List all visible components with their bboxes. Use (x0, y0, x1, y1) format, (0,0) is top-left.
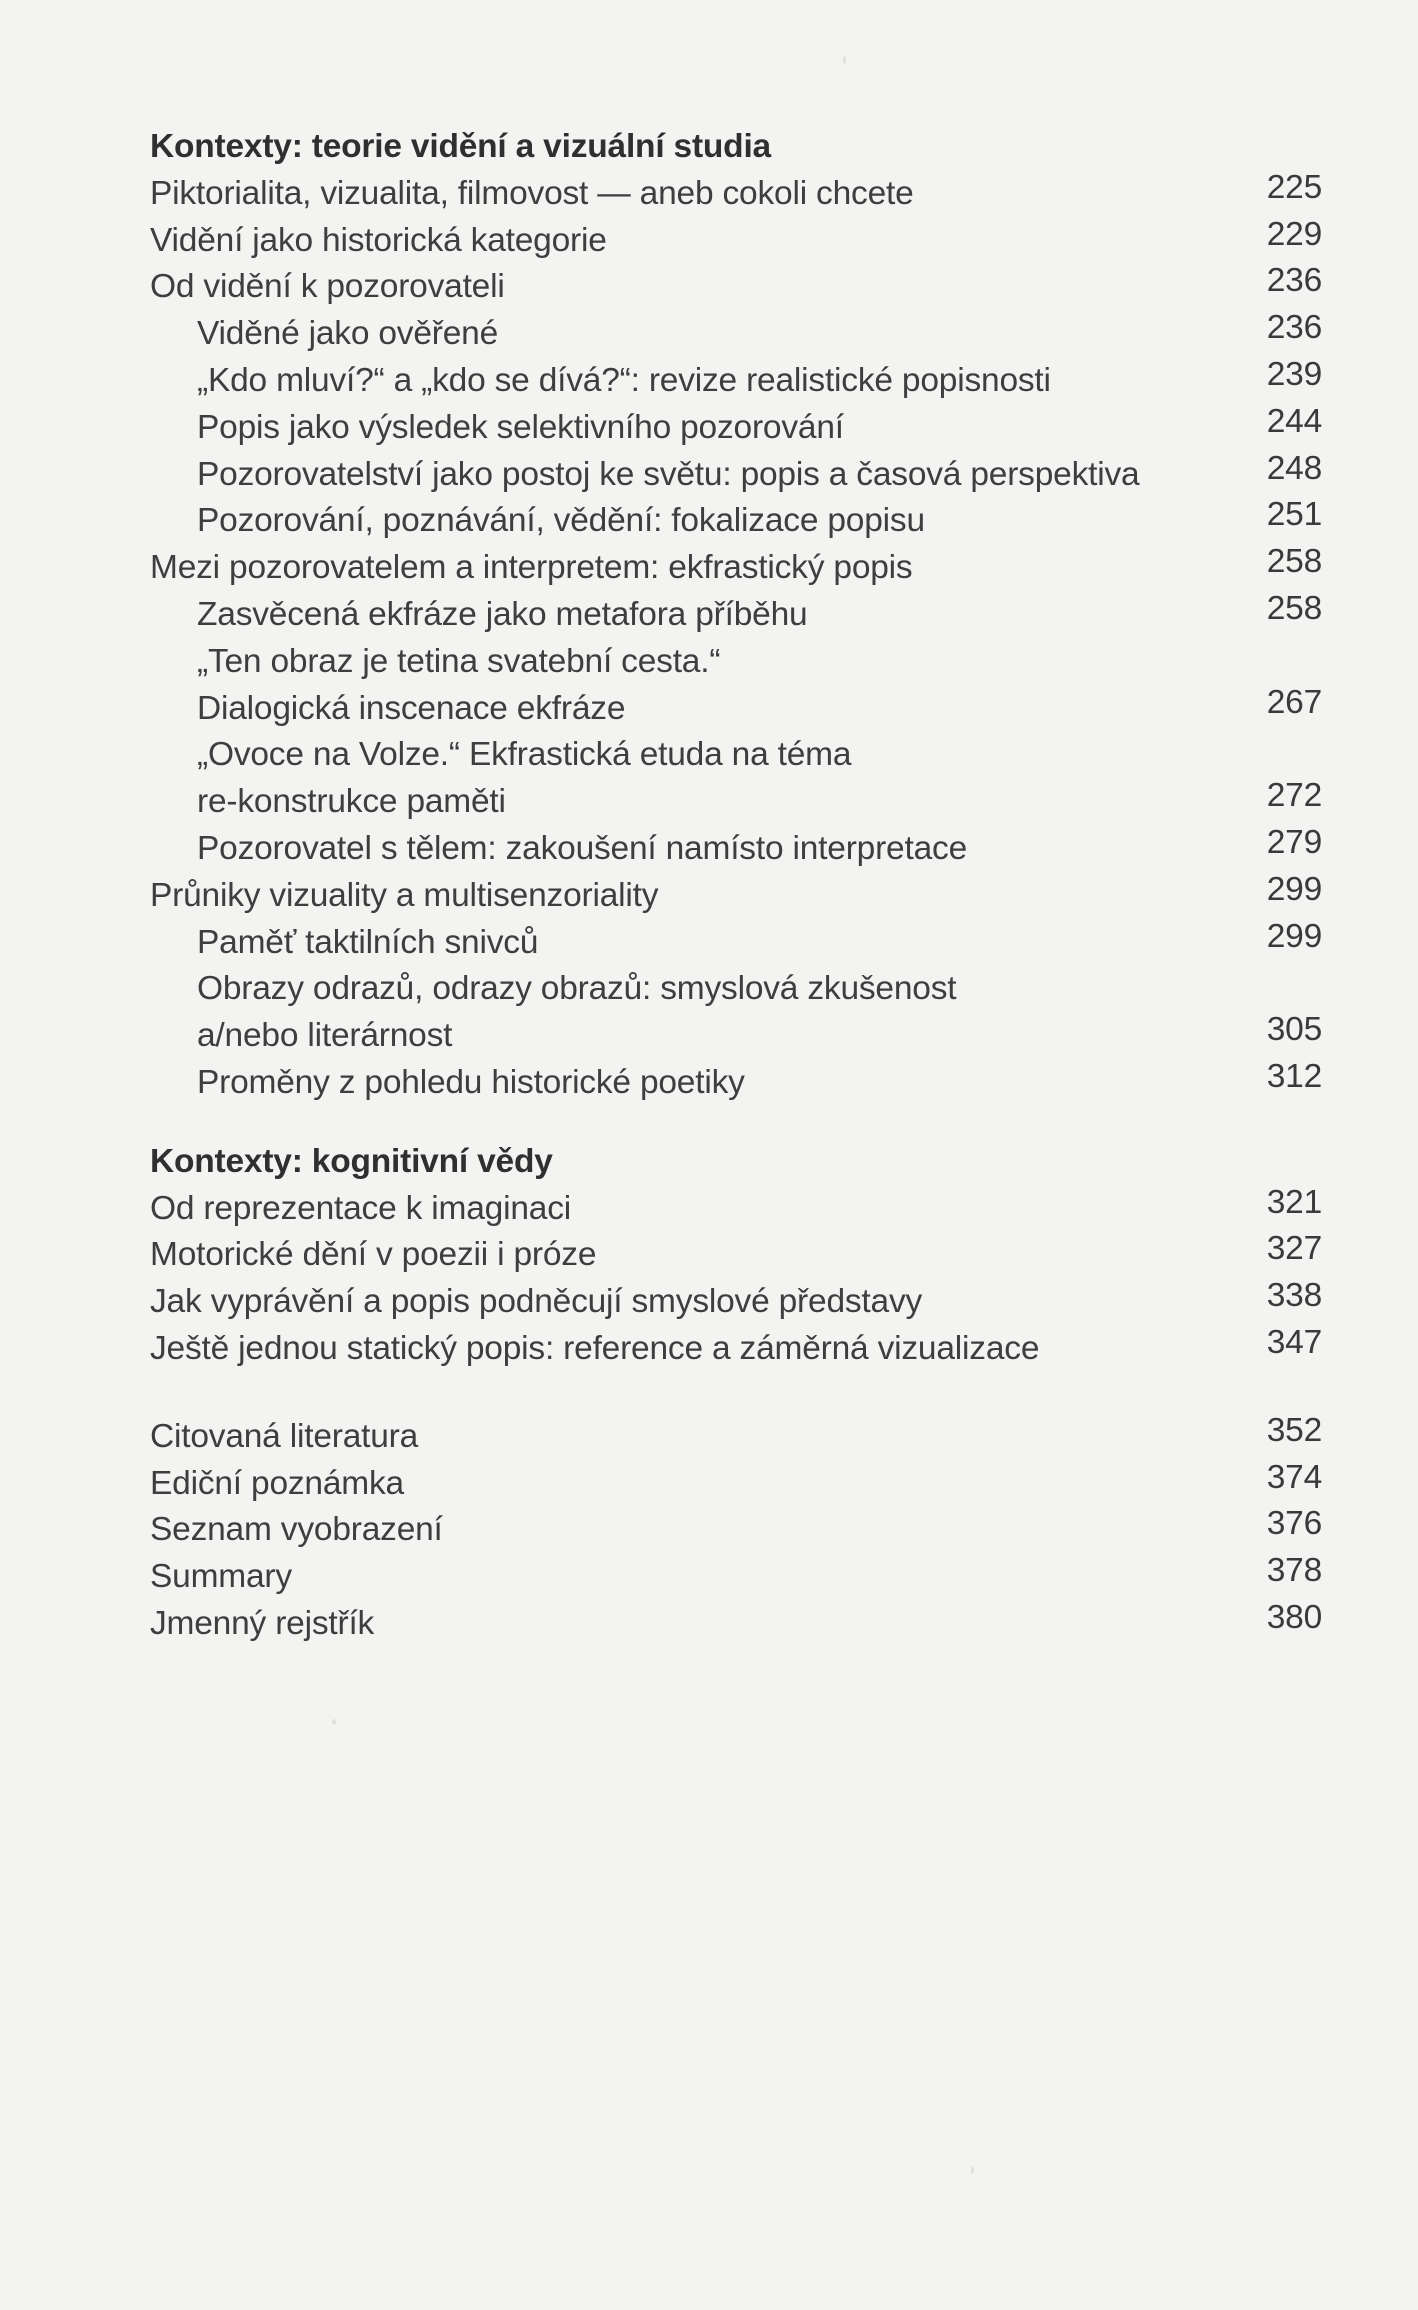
toc-entry: Pozorovatel s tělem: zakoušení namísto i… (150, 824, 1322, 873)
toc-entry: Průniky vizuality a multisenzoriality 29… (150, 871, 1322, 920)
toc-entry-page-number: 258 (1266, 543, 1322, 581)
toc-entry: Pozorovatelství jako postoj ke světu: po… (150, 450, 1322, 499)
toc-entry: „Kdo mluví?“ a „kdo se dívá?“: revize re… (150, 356, 1322, 405)
toc-entry-page-number: 239 (1266, 355, 1322, 393)
toc-entry-page-number: 229 (1266, 215, 1322, 253)
toc-entry-page-number: 347 (1266, 1323, 1322, 1361)
toc-entry: Jmenný rejstřík 380 (150, 1599, 1322, 1648)
toc-entry: Pozorování, poznávání, vědění: fokalizac… (150, 496, 1322, 545)
toc-entry-page-number: 236 (1266, 309, 1322, 347)
toc-entry: Popis jako výsledek selektivního pozorov… (150, 403, 1322, 452)
toc-entry-page-number: 279 (1266, 823, 1322, 861)
toc-entry-page-number: 267 (1266, 683, 1322, 721)
toc-entry-page-number: 272 (1266, 777, 1322, 815)
toc-entry-label: re-konstrukce paměti (197, 783, 506, 821)
toc-entry: Ediční poznámka 374 (150, 1459, 1322, 1508)
toc-entry-label: Paměť taktilních snivců (197, 923, 539, 961)
toc-entry: Piktorialita, vizualita, filmovost — ane… (150, 169, 1322, 218)
toc-section-vision-studies: Kontexty: teorie vidění a vizuální studi… (150, 124, 1322, 1107)
toc-entry: Paměť taktilních snivců 299 (150, 918, 1322, 967)
toc-entry-label: Od reprezentace k imaginaci (150, 1189, 572, 1227)
toc-entry-page-number: 380 (1266, 1598, 1322, 1636)
toc-entry-label: Průniky vizuality a multisenzoriality (150, 876, 659, 914)
toc-entry: Viděné jako ověřené 236 (150, 309, 1322, 358)
toc-entry-page-number: 327 (1266, 1230, 1322, 1268)
table-of-contents: Kontexty: teorie vidění a vizuální studi… (150, 124, 1322, 1648)
toc-entry-label: „Ten obraz je tetina svatební cesta.“ (197, 642, 721, 680)
toc-entry-label: Od vidění k pozorovateli (150, 268, 505, 306)
toc-entry: a/nebo literárnost 305 (150, 1011, 1322, 1060)
toc-entry-label: Mezi pozorovatelem a interpretem: ekfras… (150, 549, 913, 587)
toc-entry: Dialogická inscenace ekfráze 267 (150, 684, 1322, 733)
toc-entry: Proměny z pohledu historické poetiky 312 (150, 1058, 1322, 1107)
toc-entry: „Ovoce na Volze.“ Ekfrastická etuda na t… (150, 732, 1322, 779)
toc-entry: Motorické dění v poezii i próze 327 (150, 1230, 1322, 1279)
toc-entry-page-number: 374 (1266, 1458, 1322, 1496)
scan-speck (971, 2166, 974, 2174)
toc-entry-label: a/nebo literárnost (197, 1017, 453, 1055)
toc-entry: re-konstrukce paměti 272 (150, 777, 1322, 826)
toc-entry-label: Pozorovatelství jako postoj ke světu: po… (197, 455, 1140, 493)
toc-entry-label: Pozorovatel s tělem: zakoušení namísto i… (197, 829, 968, 867)
section-heading: Kontexty: kognitivní vědy (150, 1142, 553, 1180)
toc-entry-label: Vidění jako historická kategorie (150, 221, 607, 259)
toc-entry-page-number: 312 (1266, 1057, 1322, 1095)
toc-entry-label: Ediční poznámka (150, 1464, 404, 1502)
toc-entry-page-number: 338 (1266, 1277, 1322, 1315)
toc-entry-label: Proměny z pohledu historické poetiky (197, 1063, 745, 1101)
toc-entry-label: Ještě jednou statický popis: reference a… (150, 1329, 1040, 1367)
toc-entry-page-number: 258 (1266, 589, 1322, 627)
toc-entry-page-number: 378 (1266, 1552, 1322, 1590)
toc-entry-label: Zasvěcená ekfráze jako metafora příběhu (197, 595, 808, 633)
toc-entry-page-number: 225 (1266, 168, 1322, 206)
toc-entry: Jak vyprávění a popis podněcují smyslové… (150, 1277, 1322, 1326)
toc-entry-label: „Ovoce na Volze.“ Ekfrastická etuda na t… (197, 736, 852, 774)
toc-entry: „Ten obraz je tetina svatební cesta.“ (150, 639, 1322, 686)
toc-entry: Od reprezentace k imaginaci 321 (150, 1184, 1322, 1233)
toc-entry-page-number: 376 (1266, 1505, 1322, 1543)
toc-section-back-matter: Citovaná literatura 352 Ediční poznámka … (150, 1412, 1322, 1648)
toc-entry-page-number: 321 (1266, 1183, 1322, 1221)
scan-speck (332, 1719, 336, 1725)
toc-entry: Summary 378 (150, 1552, 1322, 1601)
toc-entry-page-number: 352 (1266, 1411, 1322, 1449)
toc-entry-page-number: 305 (1266, 1011, 1322, 1049)
toc-entry-label: Summary (150, 1558, 292, 1596)
toc-entry-label: Viděné jako ověřené (197, 315, 499, 353)
toc-entry-label: Jak vyprávění a popis podněcují smyslové… (150, 1283, 923, 1321)
toc-entry: Od vidění k pozorovateli 236 (150, 262, 1322, 311)
toc-entry-label: „Kdo mluví?“ a „kdo se dívá?“: revize re… (197, 361, 1051, 399)
toc-entry: Citovaná literatura 352 (150, 1412, 1322, 1461)
toc-entry-label: Citovaná literatura (150, 1417, 419, 1455)
toc-entry-label: Pozorování, poznávání, vědění: fokalizac… (197, 502, 925, 540)
toc-entry-page-number: 299 (1266, 870, 1322, 908)
toc-entry-label: Motorické dění v poezii i próze (150, 1236, 597, 1274)
toc-entry: Zasvěcená ekfráze jako metafora příběhu … (150, 590, 1322, 639)
toc-entry-label: Dialogická inscenace ekfráze (197, 689, 626, 727)
toc-entry-page-number: 244 (1266, 402, 1322, 440)
toc-entry-label: Piktorialita, vizualita, filmovost — ane… (150, 174, 914, 212)
toc-entry-label: Obrazy odrazů, odrazy obrazů: smyslová z… (197, 970, 957, 1008)
toc-entry: Obrazy odrazů, odrazy obrazů: smyslová z… (150, 966, 1322, 1013)
toc-entry: Vidění jako historická kategorie 229 (150, 216, 1322, 265)
toc-entry-label: Popis jako výsledek selektivního pozorov… (197, 408, 844, 446)
toc-entry-page-number: 236 (1266, 262, 1322, 300)
toc-section-cognitive-sciences: Kontexty: kognitivní vědy Od reprezentac… (150, 1139, 1322, 1373)
toc-entry-label: Jmenný rejstřík (150, 1604, 375, 1642)
toc-entry-page-number: 248 (1266, 449, 1322, 487)
toc-entry-page-number: 251 (1266, 496, 1322, 534)
toc-entry-page-number: 299 (1266, 917, 1322, 955)
toc-entry-label: Seznam vyobrazení (150, 1511, 443, 1549)
toc-entry: Ještě jednou statický popis: reference a… (150, 1324, 1322, 1373)
toc-entry: Seznam vyobrazení 376 (150, 1505, 1322, 1554)
section-heading: Kontexty: teorie vidění a vizuální studi… (150, 128, 771, 165)
scan-speck (843, 56, 846, 65)
toc-entry: Mezi pozorovatelem a interpretem: ekfras… (150, 543, 1322, 592)
